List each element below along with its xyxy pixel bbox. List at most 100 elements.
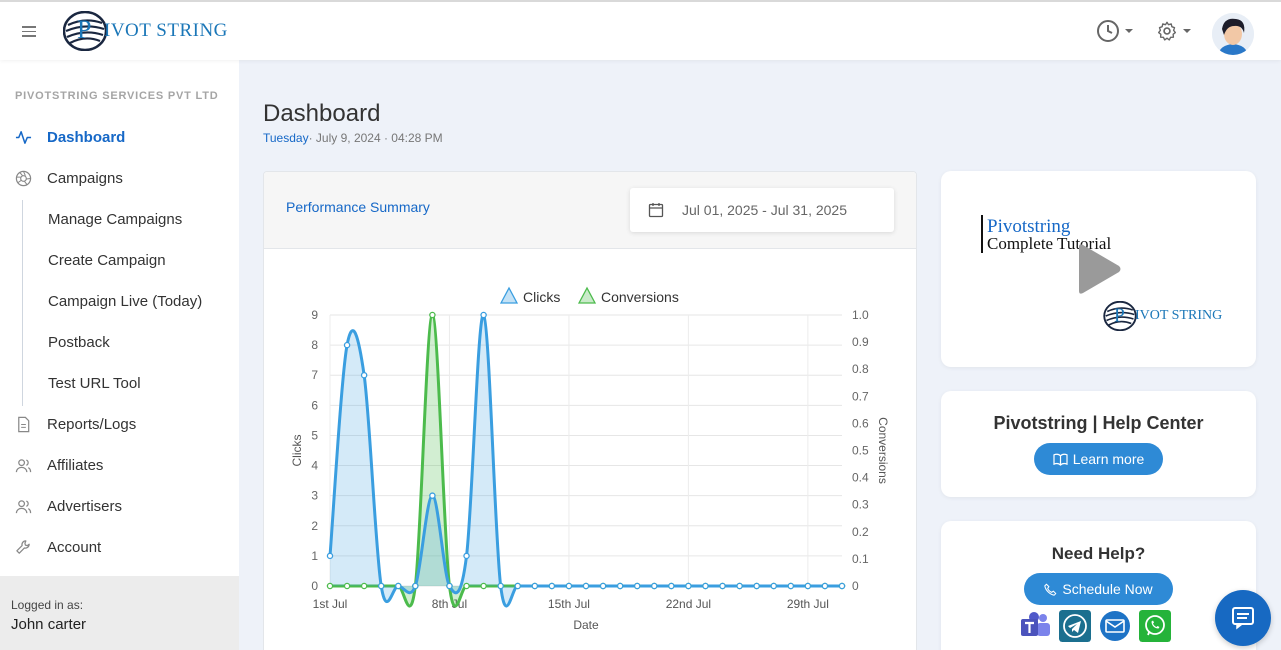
history-menu[interactable] (1096, 18, 1133, 44)
settings-menu[interactable] (1156, 18, 1191, 44)
clicks-point (599, 582, 607, 590)
clicks-point (736, 582, 743, 590)
submenu-divider (22, 200, 23, 406)
x-tick-label: 15th Jul (548, 597, 590, 611)
calendar-icon (648, 203, 664, 218)
user-avatar-icon (1212, 13, 1254, 55)
conversions-point (480, 582, 487, 590)
clicks-point (360, 371, 368, 379)
need-help-card: Need Help? Schedule Now (941, 521, 1256, 650)
clicks-point (548, 582, 556, 590)
wrench-icon (16, 540, 30, 554)
clicks-point (633, 582, 641, 590)
clicks-point (685, 582, 692, 590)
current-day: Tuesday (263, 131, 309, 145)
y-tick-label: 0 (311, 579, 318, 593)
top-header: P IVOT STRING (0, 0, 1281, 60)
clicks-point (582, 582, 590, 590)
play-icon[interactable] (1076, 243, 1122, 295)
sidebar-item-campaigns[interactable]: Campaigns (0, 161, 239, 195)
y-tick-label: 7 (311, 368, 318, 382)
clicks-point (497, 582, 504, 590)
y2-tick-label: 0.8 (852, 362, 869, 376)
sidebar-subitem-postback[interactable]: Postback (48, 333, 110, 351)
svg-text:P: P (1114, 305, 1125, 326)
clicks-point (463, 552, 470, 560)
logo-mark-icon: P (1103, 301, 1137, 331)
clicks-point (377, 582, 385, 590)
history-icon (1097, 20, 1119, 42)
clicks-point (480, 311, 487, 319)
clicks-point (651, 582, 658, 590)
users-icon (15, 500, 32, 514)
sidebar-subitem-manage-campaigns[interactable]: Manage Campaigns (48, 210, 183, 228)
sidebar-item-label: Dashboard (47, 128, 126, 146)
clicks-point (395, 582, 402, 590)
clicks-point (565, 582, 573, 590)
need-help-title: Need Help? (1051, 544, 1146, 563)
y2-tick-label: 0.1 (852, 552, 869, 566)
email-icon[interactable] (1099, 610, 1131, 642)
clicks-point (446, 582, 453, 590)
clicks-point (719, 582, 726, 590)
tutorial-video-card[interactable]: Pivotstring Complete Tutorial P IVOT STR… (941, 171, 1256, 367)
date-range-picker[interactable]: Jul 01, 2025 - Jul 31, 2025 (630, 188, 894, 232)
clicks-point (838, 582, 846, 590)
tutorial-logo-text: IVOT STRING (1135, 308, 1223, 323)
current-date: Tuesday· July 9, 2024 · 04:28 PM (263, 131, 443, 145)
avatar[interactable] (1212, 13, 1254, 55)
y2-axis-title: Conversions (876, 417, 890, 484)
learn-more-button[interactable]: Learn more (1034, 443, 1163, 475)
company-name: PIVOTSTRING SERVICES PVT LTD (15, 90, 219, 102)
clicks-point (531, 582, 539, 590)
logo[interactable]: P IVOT STRING (63, 10, 228, 52)
y-tick-label: 9 (311, 308, 318, 322)
telegram-icon[interactable] (1059, 610, 1091, 642)
chat-button[interactable] (1215, 590, 1271, 646)
conversions-point (429, 311, 436, 319)
logged-in-label: Logged in as: (11, 598, 84, 612)
sidebar-subitem-campaign-live[interactable]: Campaign Live (Today) (48, 292, 203, 310)
settings-icon (1157, 21, 1177, 41)
teams-icon[interactable] (1019, 610, 1051, 642)
legend-marker (499, 286, 519, 304)
conversions-area (330, 315, 842, 607)
logged-in-user: John carter (11, 616, 87, 633)
sidebar-subitem-create-campaign[interactable]: Create Campaign (48, 251, 166, 269)
clicks-point (787, 582, 795, 590)
performance-chart: 0 1 2 3 4 5 6 7 8 9 0 0.1 0.2 0.3 0.4 0.5 0.6 0.7 0.8 0.9 1.… (290, 286, 890, 632)
clicks-line (328, 313, 842, 608)
whatsapp-icon[interactable] (1139, 610, 1171, 642)
file-icon (18, 416, 30, 433)
legend-label: Conversions (601, 289, 679, 305)
sidebar-item-advertisers[interactable]: Advertisers (0, 489, 239, 523)
page-title: Dashboard (263, 100, 381, 127)
performance-summary-tab[interactable]: Performance Summary (286, 199, 430, 215)
y-tick-label: 2 (311, 519, 318, 533)
phone-icon (1044, 583, 1057, 596)
sidebar-item-dashboard[interactable]: Dashboard (0, 120, 239, 154)
sidebar-item-reports[interactable]: Reports/Logs (0, 407, 239, 441)
chevron-down-icon (1125, 29, 1133, 33)
y-tick-label: 4 (311, 459, 318, 473)
legend-label: Clicks (523, 289, 560, 305)
clicks-point (753, 582, 760, 590)
schedule-now-button[interactable]: Schedule Now (1024, 573, 1173, 605)
tutorial-title-bar (981, 215, 983, 253)
clicks-point (326, 552, 334, 560)
y2-tick-label: 0 (852, 579, 859, 593)
clicks-point (702, 582, 709, 590)
logged-in-panel: Logged in as: John carter (0, 576, 239, 650)
sidebar-subitem-test-url-tool[interactable]: Test URL Tool (48, 374, 141, 392)
sidebar-item-affiliates[interactable]: Affiliates (0, 448, 239, 482)
sidebar-item-label: Campaigns (47, 169, 123, 187)
tutorial-title: Pivotstring (987, 216, 1071, 237)
y2-tick-label: 1.0 (852, 308, 869, 322)
y2-tick-label: 0.4 (852, 471, 869, 485)
y-axis-title: Clicks (290, 435, 304, 467)
y2-tick-label: 0.6 (852, 416, 869, 430)
y2-tick-label: 0.7 (852, 389, 869, 403)
menu-icon[interactable] (22, 26, 36, 37)
book-open-icon (1053, 453, 1068, 466)
sidebar-item-account[interactable]: Account (0, 530, 239, 564)
